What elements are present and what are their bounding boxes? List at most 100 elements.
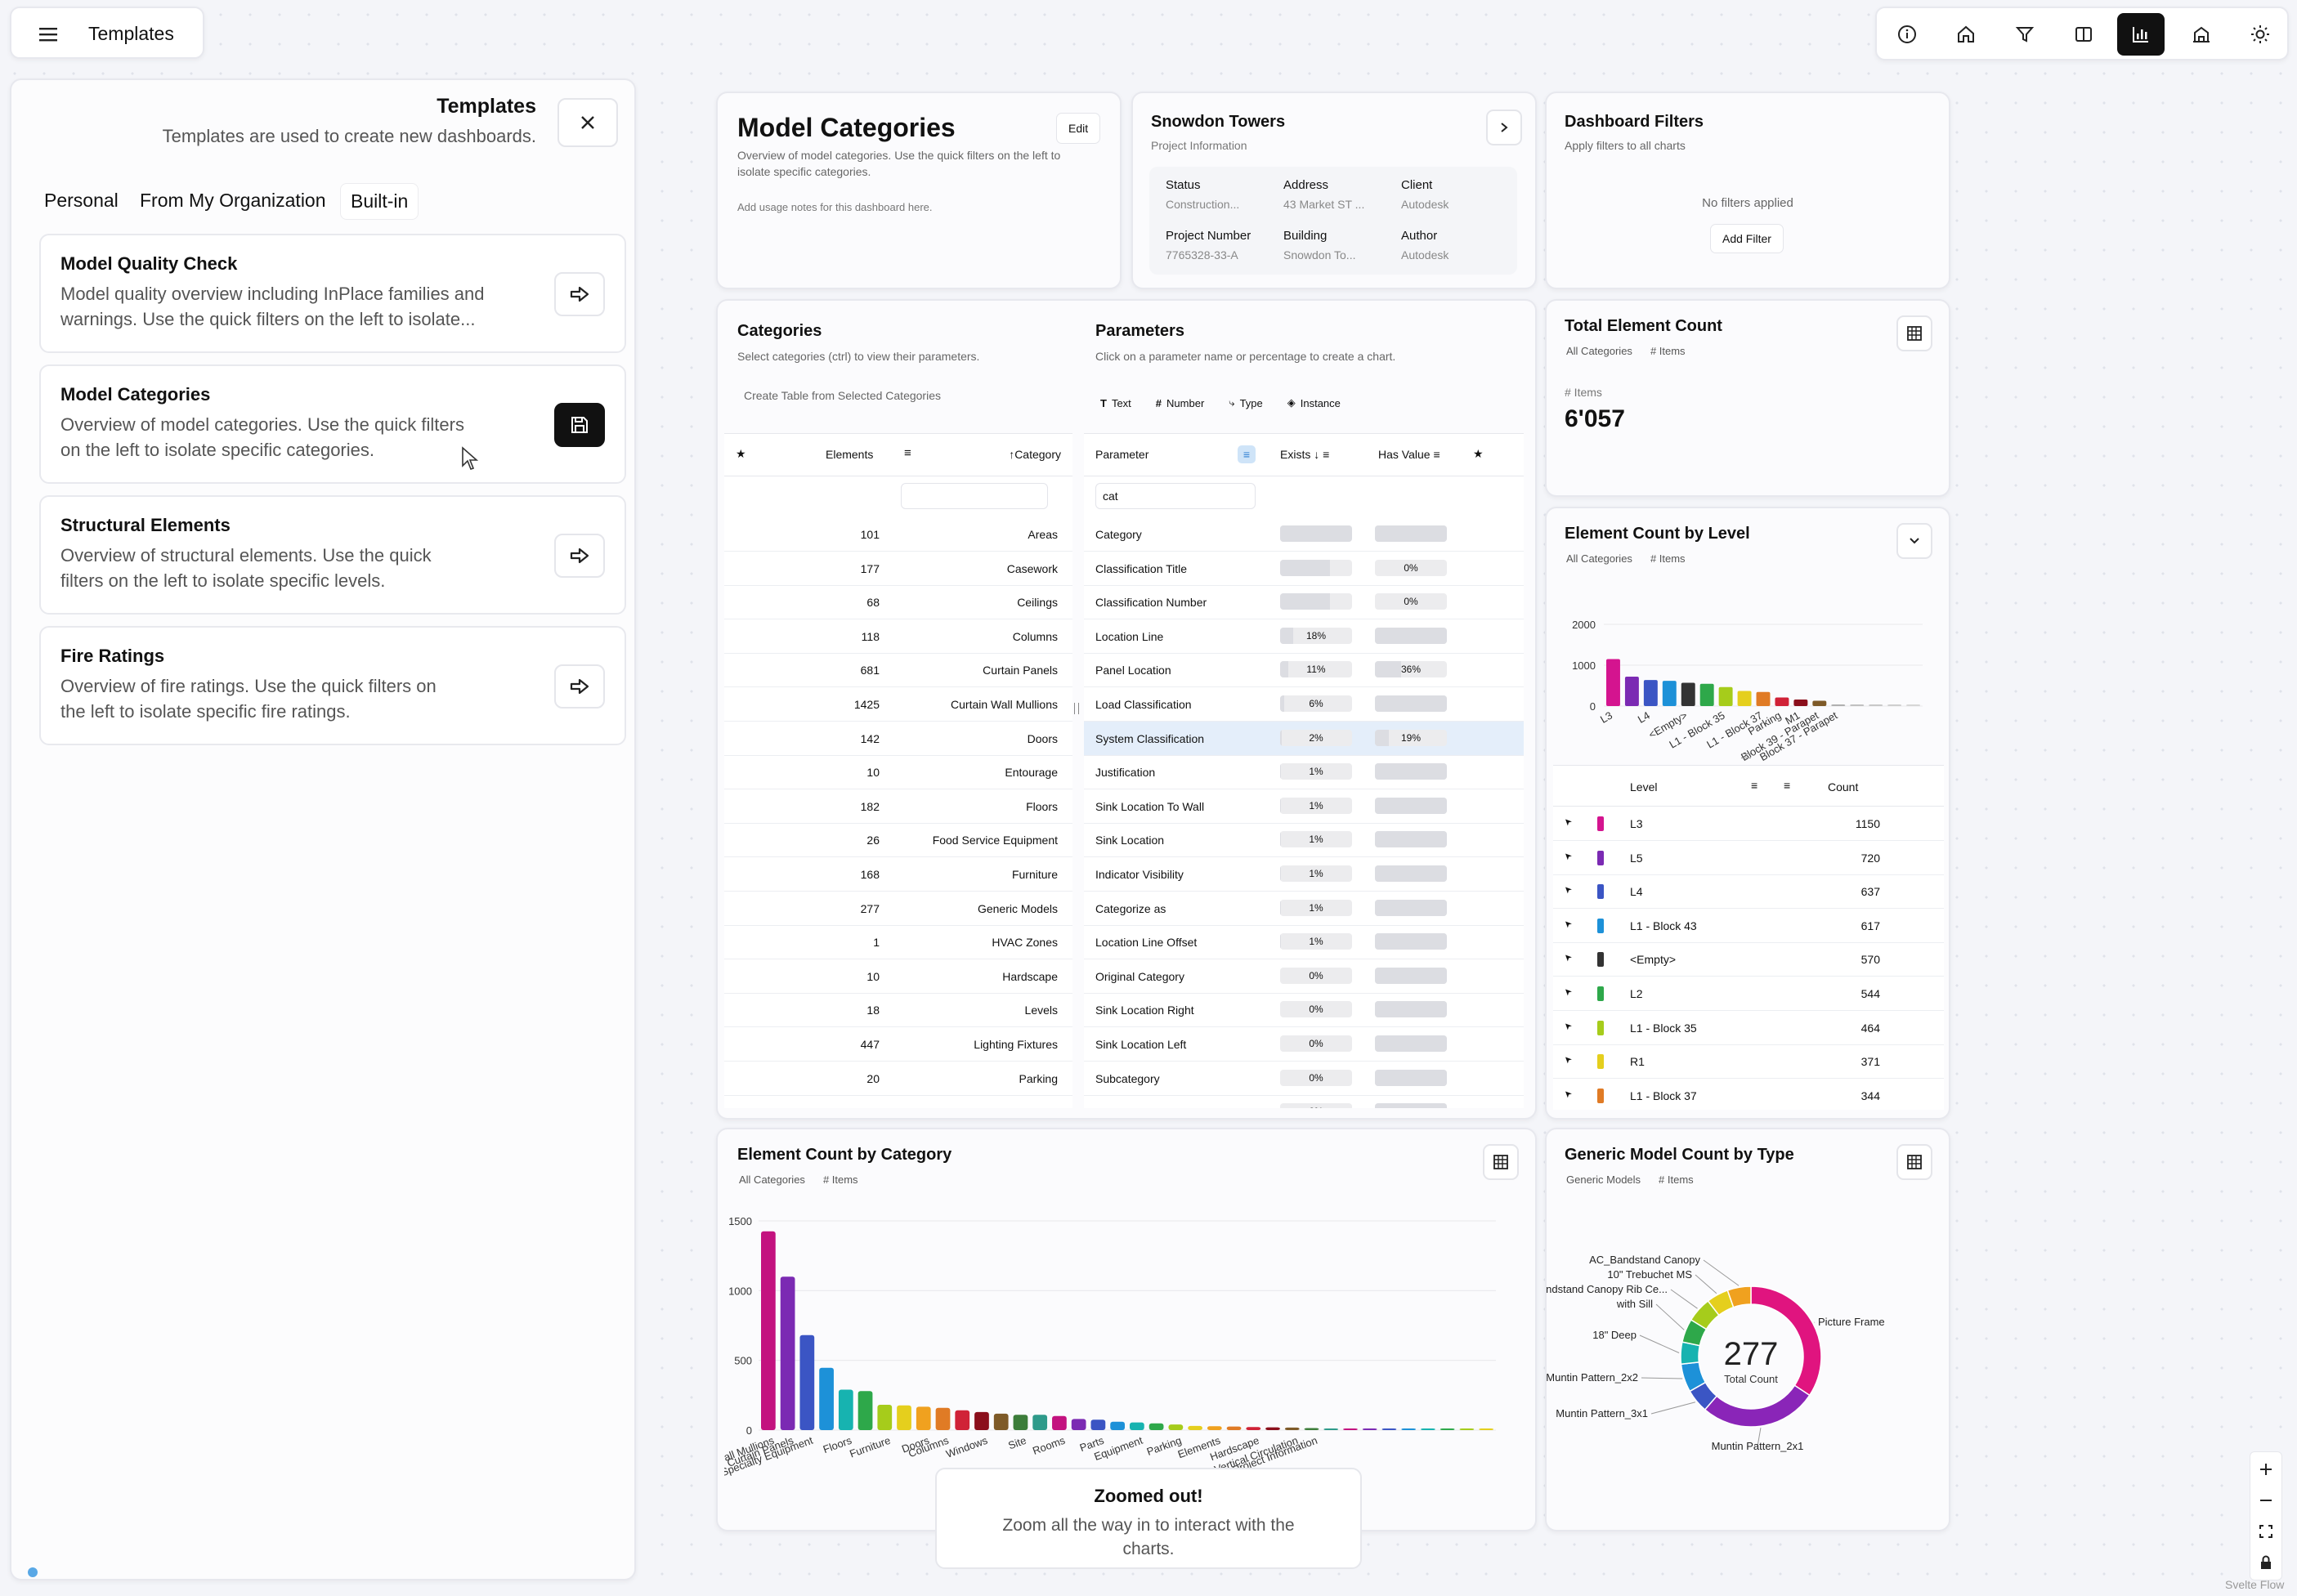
level-bar[interactable] xyxy=(1718,686,1733,706)
category-bar[interactable] xyxy=(1284,1427,1300,1430)
table-row[interactable]: 182 Floors xyxy=(724,789,1072,824)
table-row[interactable]: Louver Right Side Location 0% 100% xyxy=(1084,1095,1524,1108)
level-bar[interactable] xyxy=(1869,704,1883,706)
tab-personal[interactable]: Personal xyxy=(44,190,119,211)
category-bar[interactable] xyxy=(1362,1428,1377,1430)
category-bar[interactable] xyxy=(1090,1419,1106,1430)
level-bar[interactable] xyxy=(1737,691,1752,706)
exists-percent-bar[interactable]: 18% xyxy=(1280,627,1352,644)
category-bar[interactable] xyxy=(1440,1428,1455,1430)
category-bar[interactable] xyxy=(974,1411,989,1430)
sun-icon[interactable] xyxy=(2241,16,2279,52)
use-template-button[interactable] xyxy=(554,534,605,578)
template-card-model-categories[interactable]: Model Categories Overview of model categ… xyxy=(39,364,626,484)
filter-text-button[interactable]: T Text xyxy=(1092,391,1140,415)
scope-chip[interactable]: Generic Models xyxy=(1566,1174,1641,1186)
has-value-percent-bar[interactable]: 100% xyxy=(1375,865,1447,882)
category-bar[interactable] xyxy=(1265,1427,1280,1430)
table-row[interactable]: 68 Ceilings xyxy=(724,585,1072,620)
category-column-header[interactable]: ↑Category xyxy=(1009,448,1061,461)
category-bar[interactable] xyxy=(1226,1426,1242,1430)
plus-icon[interactable] xyxy=(2250,1454,2281,1485)
has-value-percent-bar[interactable]: 100% xyxy=(1375,1069,1447,1086)
table-row[interactable]: 18 Levels xyxy=(724,993,1072,1028)
category-bar[interactable] xyxy=(877,1404,893,1430)
level-bar[interactable] xyxy=(1606,659,1620,707)
column-filter-icon[interactable]: ≡ xyxy=(1784,779,1791,792)
filter-icon[interactable] xyxy=(2006,16,2044,52)
table-row[interactable]: Location Line 18% 100% xyxy=(1084,619,1524,654)
bar-chart-icon[interactable] xyxy=(2117,13,2165,56)
table-row[interactable]: ➤ <Empty> 570 xyxy=(1553,942,1944,977)
level-bar[interactable] xyxy=(1662,681,1677,706)
level-bar[interactable] xyxy=(1775,697,1789,707)
split-handle[interactable] xyxy=(1741,753,1751,758)
has-value-percent-bar[interactable]: 100% xyxy=(1375,933,1447,950)
level-bar[interactable] xyxy=(1793,700,1808,706)
scope-chip[interactable]: All Categories xyxy=(1566,345,1632,357)
edit-button[interactable]: Edit xyxy=(1056,113,1101,144)
exists-column-header[interactable]: Exists ↓ ≡ xyxy=(1280,448,1330,461)
filter-instance-button[interactable]: ◈ Instance xyxy=(1279,391,1349,415)
level-bar[interactable] xyxy=(1887,704,1902,706)
has-value-percent-bar[interactable]: 100% xyxy=(1375,695,1447,712)
table-row[interactable]: Classification Title 69% 0% xyxy=(1084,552,1524,586)
table-row[interactable]: System Classification 2% 19% xyxy=(1084,721,1524,756)
level-bar[interactable] xyxy=(1850,704,1865,706)
building-icon[interactable] xyxy=(2183,16,2220,52)
has-value-percent-bar[interactable]: 100% xyxy=(1375,1001,1447,1018)
create-table-button[interactable]: Create Table from Selected Categories xyxy=(744,389,941,402)
category-bar[interactable] xyxy=(857,1391,873,1430)
has-value-percent-bar[interactable]: 100% xyxy=(1375,525,1447,542)
exists-percent-bar[interactable]: 100% xyxy=(1280,525,1352,542)
table-row[interactable]: 1 HVAC Zones xyxy=(724,925,1072,960)
category-bar[interactable] xyxy=(1032,1415,1048,1430)
save-template-button[interactable] xyxy=(554,403,605,447)
category-bar[interactable] xyxy=(1323,1428,1339,1430)
table-row[interactable]: Load Classification 6% 100% xyxy=(1084,687,1524,722)
close-button[interactable] xyxy=(557,98,618,147)
template-card-model-quality-check[interactable]: Model Quality Check Model quality overvi… xyxy=(39,234,626,353)
template-card-fire-ratings[interactable]: Fire Ratings Overview of fire ratings. U… xyxy=(39,626,626,745)
category-bar[interactable] xyxy=(1304,1428,1319,1430)
minus-icon[interactable] xyxy=(2250,1485,2281,1516)
table-row[interactable]: 447 Lighting Fixtures xyxy=(724,1027,1072,1062)
exists-percent-bar[interactable]: 1% xyxy=(1280,797,1352,814)
exists-percent-bar[interactable]: 1% xyxy=(1280,899,1352,916)
filter-type-button[interactable]: ⤷ Type xyxy=(1220,391,1270,415)
measure-chip[interactable]: # Items xyxy=(1650,345,1686,357)
has-value-percent-bar[interactable]: 0% xyxy=(1375,593,1447,610)
column-filter-icon[interactable]: ≡ xyxy=(904,446,911,460)
category-bar[interactable] xyxy=(1071,1419,1086,1430)
project-expand-button[interactable] xyxy=(1486,110,1522,145)
table-view-button[interactable] xyxy=(1896,315,1932,351)
has-value-percent-bar[interactable]: 19% xyxy=(1375,729,1447,746)
usage-notes[interactable]: Add usage notes for this dashboard here. xyxy=(737,201,933,213)
tab-built-in[interactable]: Built-in xyxy=(340,183,419,220)
exists-percent-bar[interactable]: 0% xyxy=(1280,1103,1352,1108)
category-bar[interactable] xyxy=(1479,1428,1493,1430)
table-row[interactable]: Panel Location 11% 36% xyxy=(1084,653,1524,688)
template-card-structural-elements[interactable]: Structural Elements Overview of structur… xyxy=(39,495,626,615)
info-icon[interactable] xyxy=(1888,16,1926,52)
table-row[interactable]: 20 Parking xyxy=(724,1062,1072,1096)
table-row[interactable]: 277 Generic Models xyxy=(724,892,1072,926)
column-resize-handle[interactable] xyxy=(1074,703,1079,714)
exists-percent-bar[interactable]: 1% xyxy=(1280,865,1352,882)
table-row[interactable]: ➤ L2 544 xyxy=(1553,977,1944,1011)
measure-chip[interactable]: # Items xyxy=(1650,552,1686,565)
home-icon[interactable] xyxy=(1947,16,1985,52)
table-row[interactable]: 168 Furniture xyxy=(724,857,1072,892)
table-row[interactable]: Subcategory 0% 100% xyxy=(1084,1062,1524,1096)
has-value-percent-bar[interactable]: 0% xyxy=(1375,559,1447,576)
exists-percent-bar[interactable]: 69% xyxy=(1280,559,1352,576)
table-row[interactable]: Justification 1% 100% xyxy=(1084,755,1524,790)
category-bar[interactable] xyxy=(819,1367,834,1430)
table-row[interactable]: Classification Number 69% 0% xyxy=(1084,585,1524,620)
category-bar[interactable] xyxy=(897,1405,911,1430)
exists-percent-bar[interactable]: 11% xyxy=(1280,661,1352,678)
has-value-percent-bar[interactable]: 100% xyxy=(1375,797,1447,814)
table-row[interactable]: ➤ L5 720 xyxy=(1553,841,1944,875)
has-value-percent-bar[interactable]: 100% xyxy=(1375,967,1447,984)
column-filter-icon[interactable]: ≡ xyxy=(1751,779,1758,792)
